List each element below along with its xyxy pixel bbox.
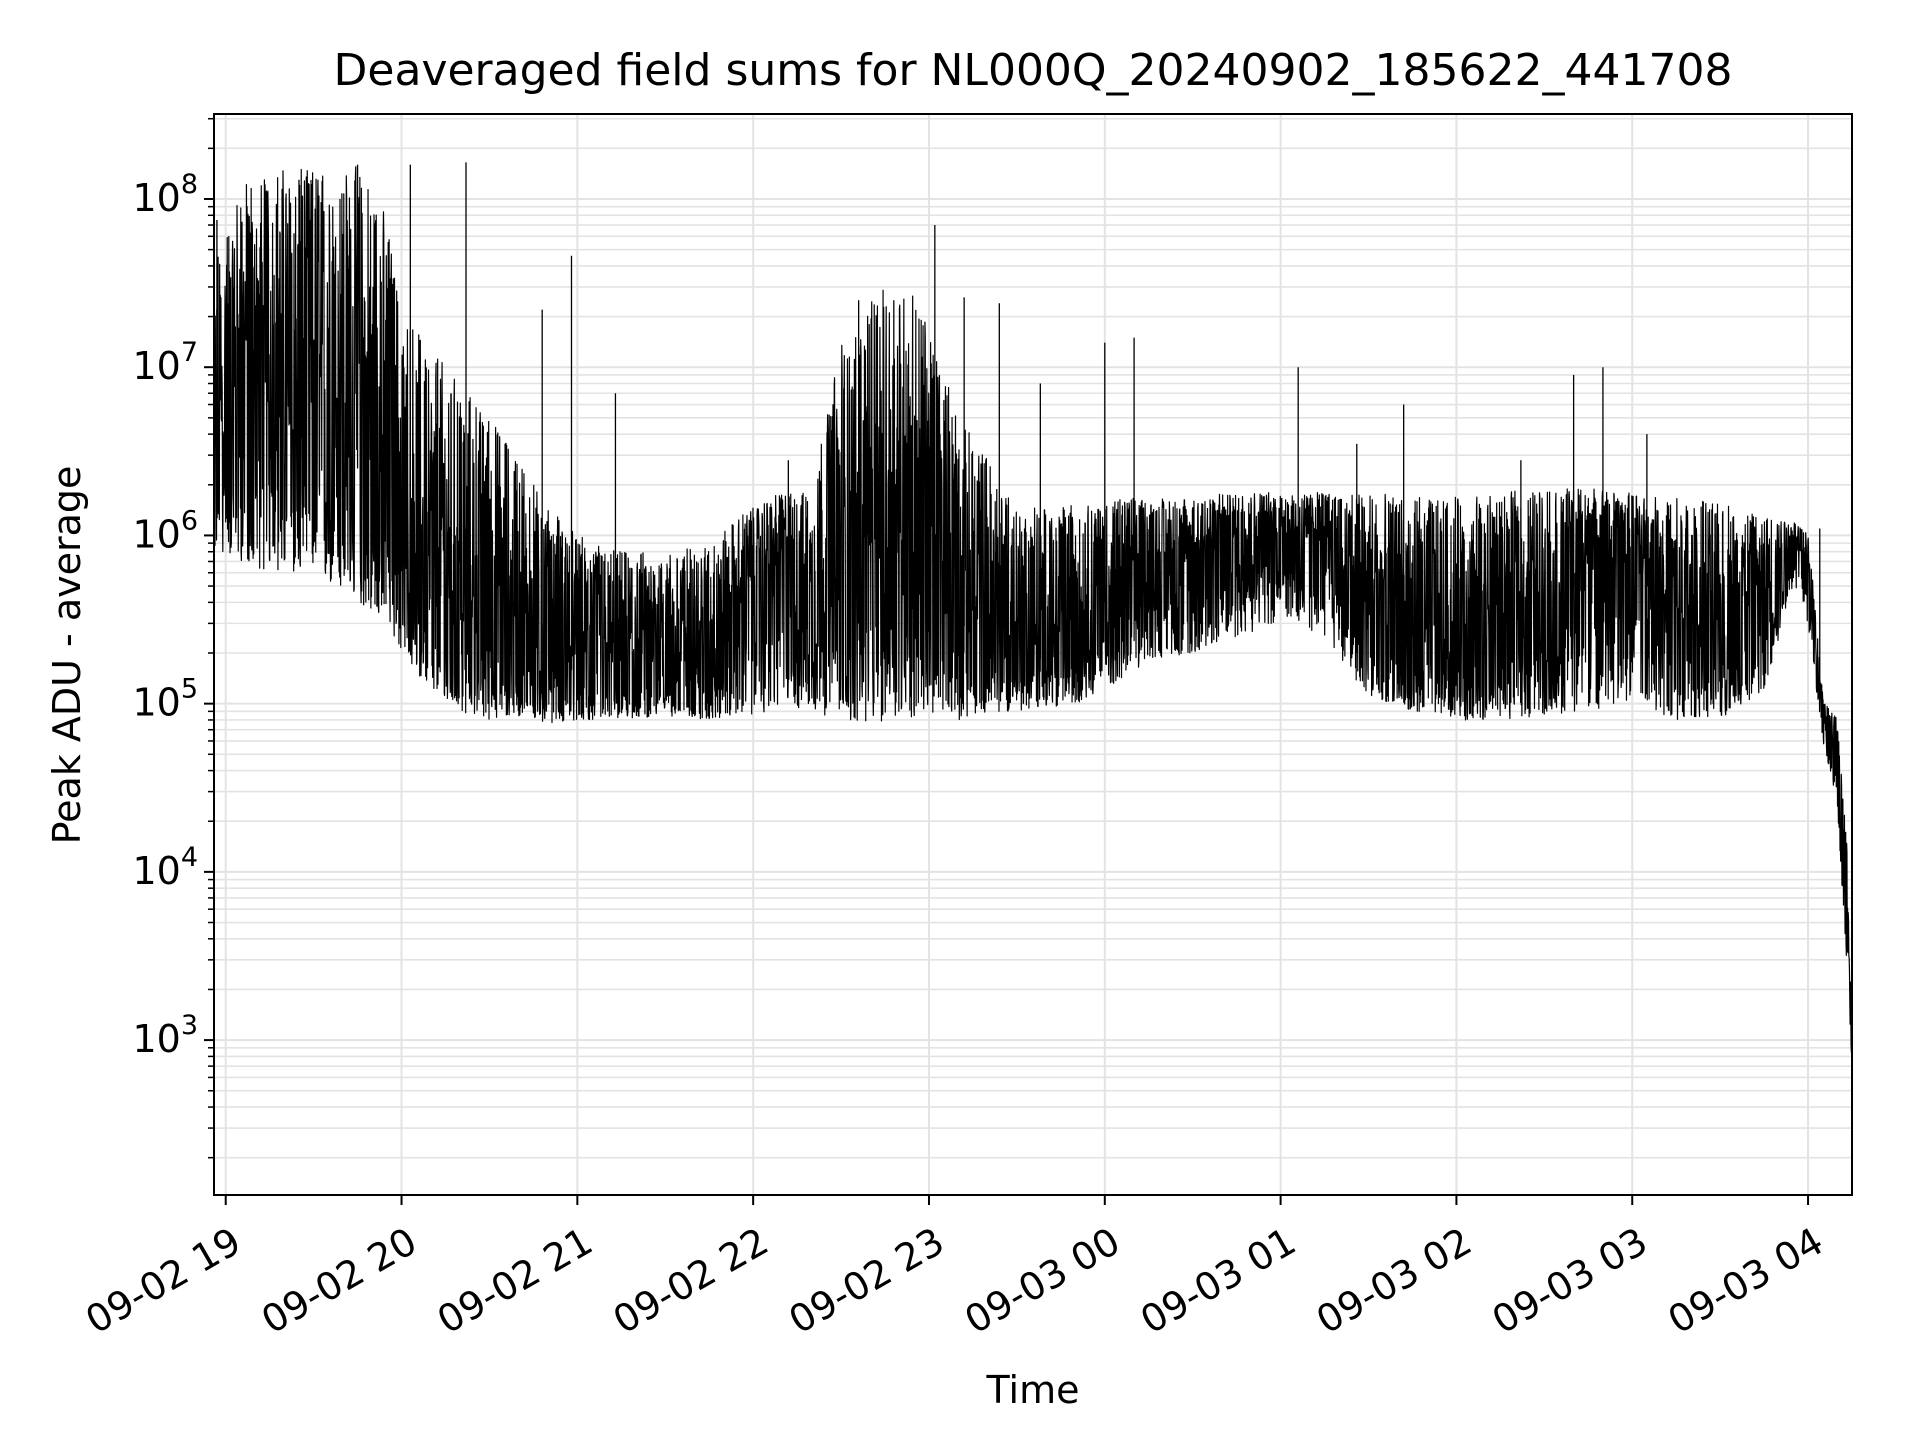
x-axis-label: Time <box>986 1368 1080 1412</box>
series-group <box>214 162 1852 1059</box>
y-tick-label: 105 <box>132 674 198 725</box>
axes-frame <box>213 113 1853 1196</box>
y-axis-label: Peak ADU - average <box>45 466 89 845</box>
y-tick-label: 106 <box>132 505 198 556</box>
chart-title: Deaveraged field sums for NL000Q_2024090… <box>334 45 1733 96</box>
y-tick-label: 107 <box>132 337 198 388</box>
y-tick-label: 103 <box>132 1010 198 1061</box>
y-tick-label: 104 <box>132 842 198 893</box>
plot-area <box>214 162 1852 1059</box>
series-line <box>214 166 1852 1059</box>
y-tick-label: 108 <box>132 169 198 220</box>
